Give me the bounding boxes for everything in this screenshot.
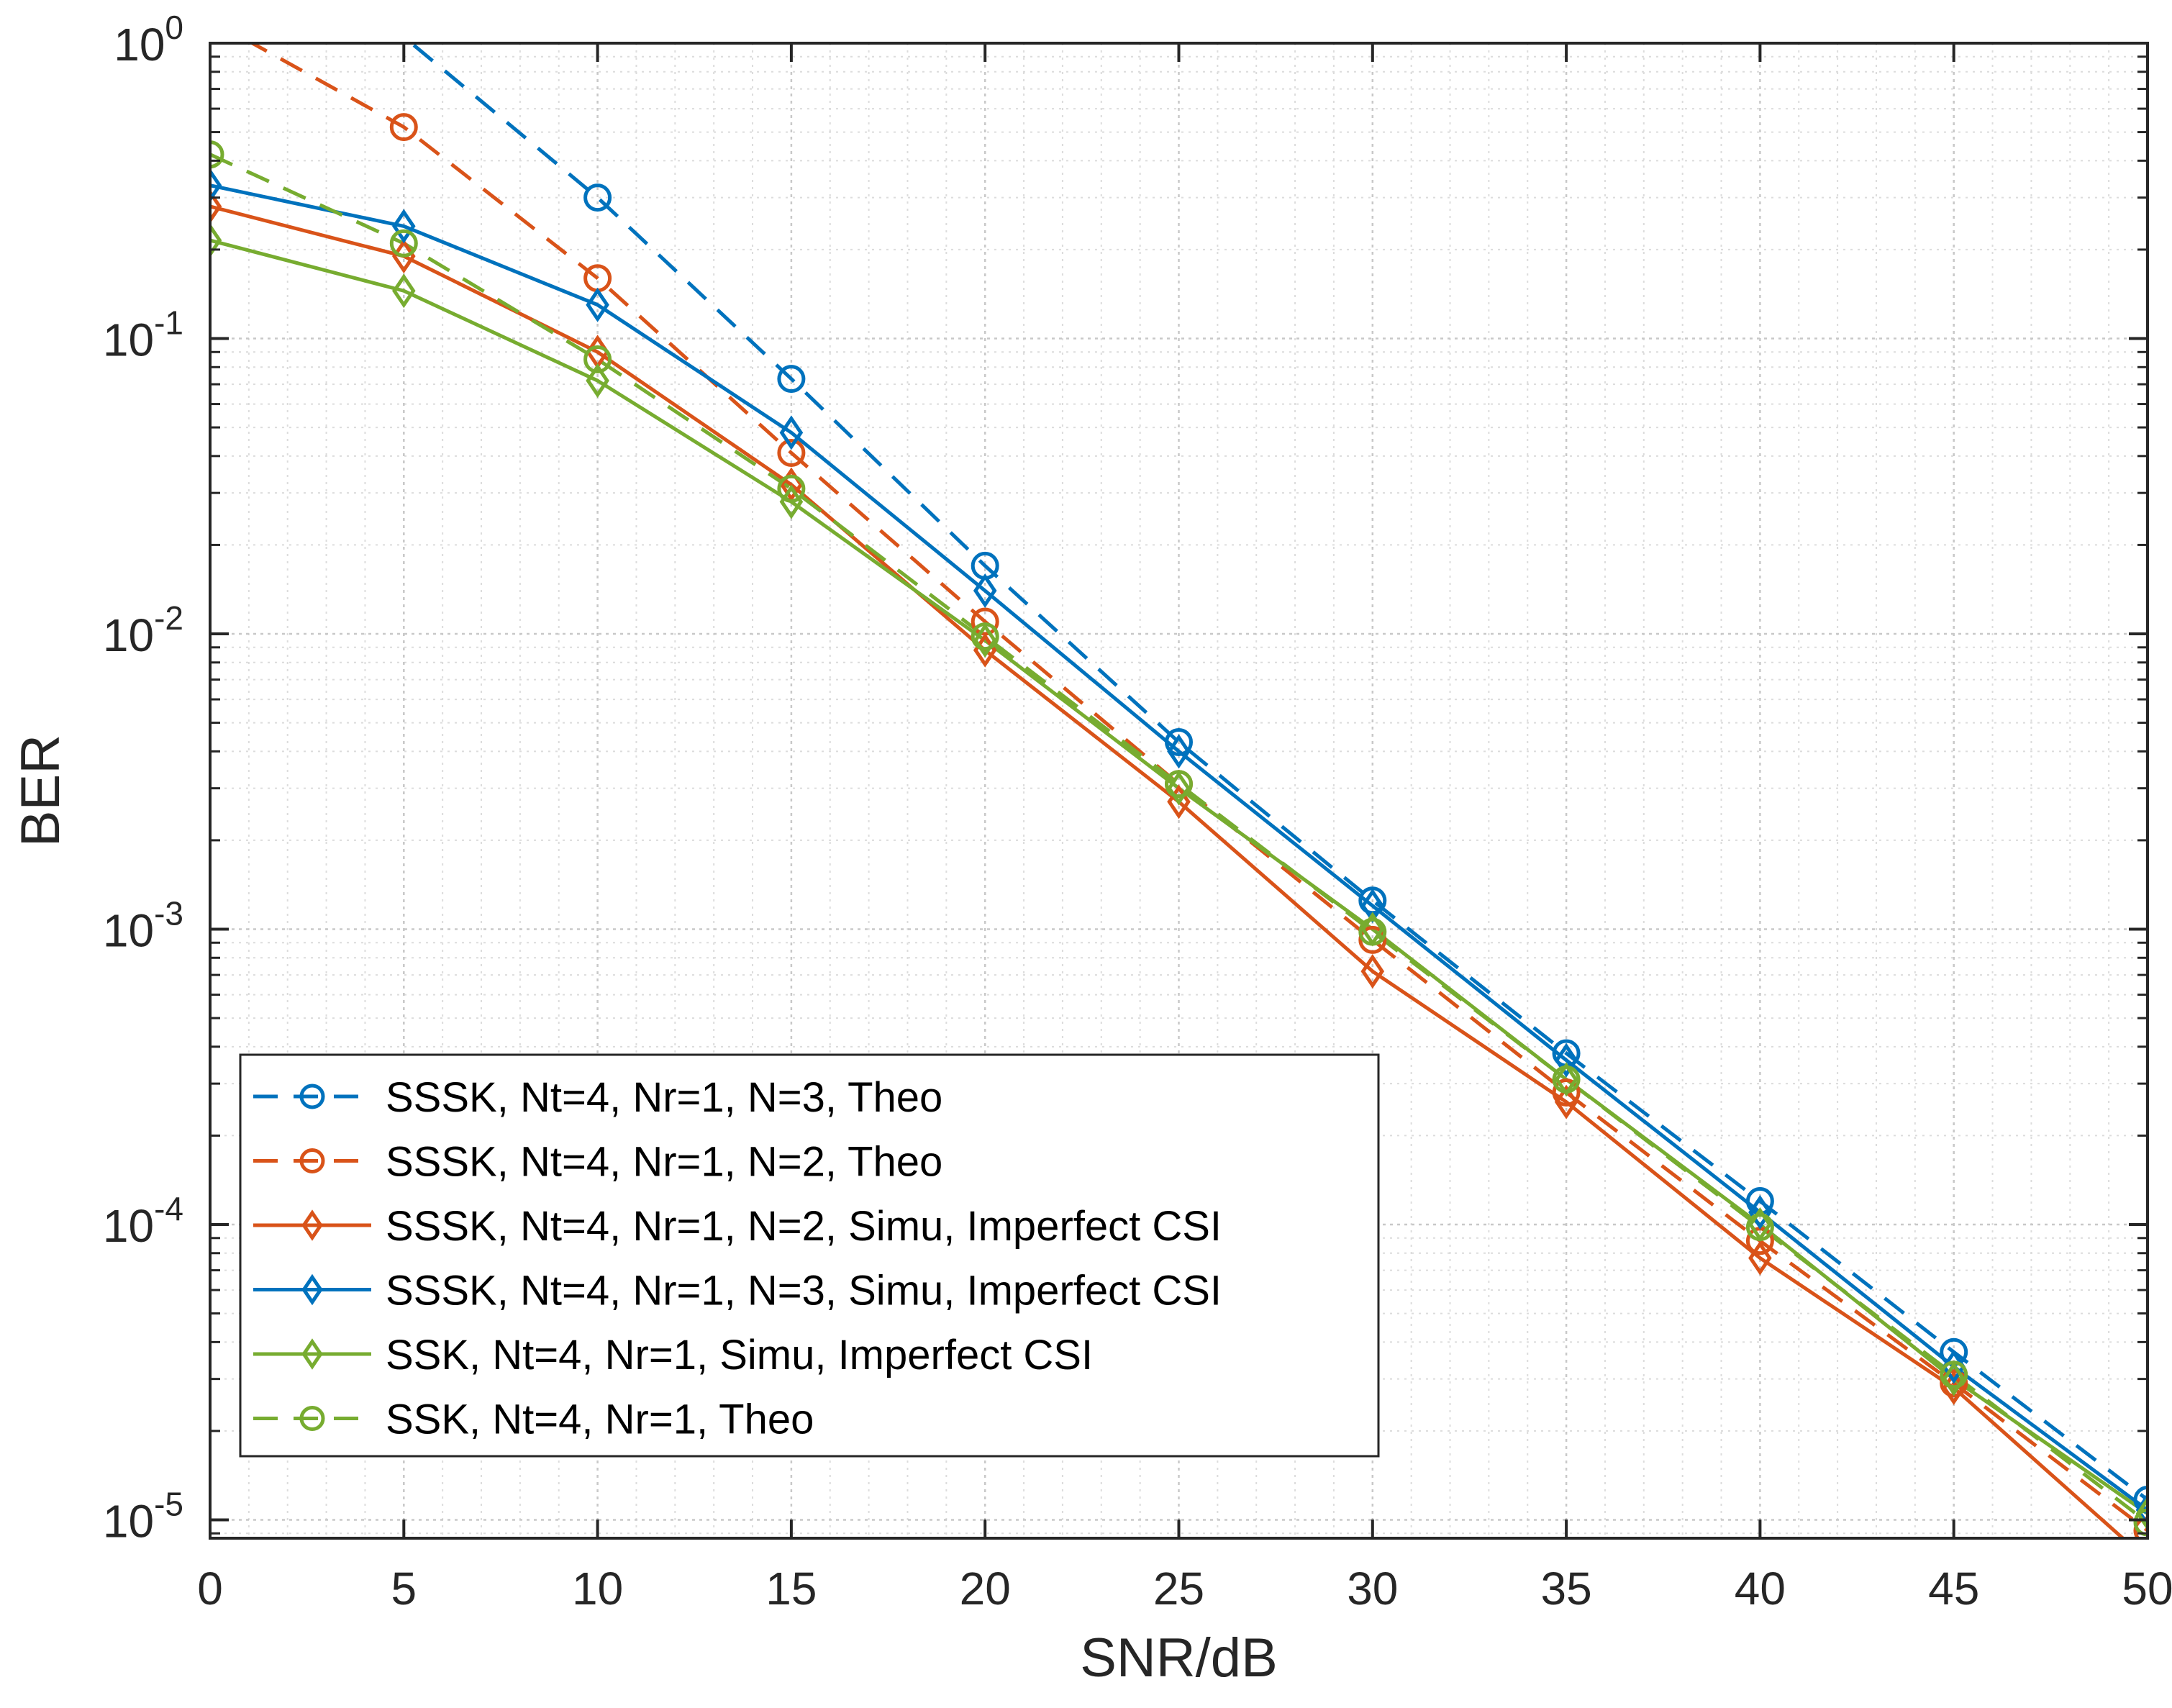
y-tick-label: 10-1	[103, 304, 183, 366]
legend-label-2: SSSK, Nt=4, Nr=1, N=2, Theo	[386, 1139, 942, 1186]
x-tick-label: 40	[1735, 1563, 1786, 1614]
y-tick-label: 10-4	[103, 1190, 183, 1252]
data-point-series-5	[586, 363, 609, 399]
data-point-series-3	[1554, 1084, 1578, 1119]
data-point-series-6	[971, 622, 999, 651]
legend-box	[239, 1053, 1380, 1458]
data-point-series-5	[210, 223, 222, 258]
legend-marker-3	[301, 1209, 323, 1241]
data-point-series-6	[210, 140, 224, 169]
legend-marker-5	[301, 1338, 323, 1370]
x-tick-label: 10	[572, 1563, 623, 1614]
data-point-series-5	[2135, 1496, 2148, 1531]
data-point-series-5	[1554, 1062, 1578, 1097]
data-point-series-6	[1552, 1065, 1581, 1094]
data-point-series-5	[1167, 771, 1191, 806]
data-point-series-3	[1167, 784, 1191, 819]
legend: SSSK, Nt=4, Nr=1, N=3, Theo SSSK, Nt=4, N…	[239, 1053, 1380, 1458]
data-point-series-3	[210, 188, 222, 224]
data-point-series-4	[210, 168, 222, 203]
data-point-series-4	[2135, 1492, 2148, 1527]
data-point-series-4	[1942, 1349, 1966, 1384]
legend-label-5: SSK, Nt=4, Nr=1, Simu, Imperfect CSI	[386, 1332, 1093, 1378]
y-axis-label: BER	[10, 735, 71, 847]
x-tick-label: 30	[1347, 1563, 1398, 1614]
data-point-series-6	[2133, 1508, 2148, 1537]
data-point-series-5	[1942, 1361, 1966, 1396]
data-point-series-1	[1165, 727, 1193, 756]
x-axis-label: SNR/dB	[1080, 1627, 1278, 1689]
data-point-series-5	[973, 623, 997, 658]
data-point-series-3	[1360, 954, 1385, 989]
series-line-1	[408, 43, 2148, 1502]
x-tick-label: 50	[2122, 1563, 2172, 1614]
series-line-6	[210, 153, 2148, 1525]
data-point-series-4	[1167, 734, 1191, 769]
data-point-series-6	[389, 229, 418, 258]
x-tick-label: 25	[1153, 1563, 1204, 1614]
data-point-series-4	[1748, 1195, 1772, 1230]
data-point-series-2	[1358, 925, 1387, 954]
data-point-series-6	[1358, 917, 1387, 946]
data-point-series-4	[392, 209, 416, 244]
axes: 0 5 10 15 20 25 30 35 40 45 50 100 10-1 10-2 10-3 10-4 1…	[103, 9, 2172, 1614]
y-tick-label: 10-5	[103, 1486, 183, 1548]
data-point-series-3	[1748, 1240, 1772, 1276]
data-point-series-6	[1940, 1361, 1968, 1389]
legend-label-3: SSSK, Nt=4, Nr=1, N=2, Simu, Imperfect C…	[386, 1203, 1222, 1250]
legend-marker-1	[299, 1084, 325, 1109]
y-tick-label: 10-3	[103, 895, 183, 957]
legend-marker-2	[299, 1148, 325, 1173]
x-tick-label: 35	[1541, 1563, 1592, 1614]
legend-label-4: SSSK, Nt=4, Nr=1, N=3, Simu, Imperfect C…	[386, 1268, 1222, 1314]
series-line-4	[210, 183, 2148, 1512]
series-markers	[210, 113, 2148, 1538]
x-tick-label: 5	[391, 1563, 417, 1614]
x-tick-label: 20	[960, 1563, 1011, 1614]
data-point-series-2	[2133, 1516, 2148, 1538]
data-point-series-1	[2133, 1486, 2148, 1514]
data-point-series-2	[1552, 1078, 1581, 1107]
legend-label-1: SSSK, Nt=4, Nr=1, N=3, Theo	[386, 1074, 942, 1121]
data-point-series-6	[1745, 1213, 1774, 1242]
data-point-series-2	[777, 438, 806, 467]
x-tick-label: 0	[197, 1563, 223, 1614]
data-point-series-1	[777, 365, 806, 394]
data-point-series-6	[583, 345, 612, 373]
x-tick-label: 15	[765, 1563, 817, 1614]
series-line-2	[248, 43, 2148, 1532]
data-point-series-6	[777, 474, 806, 503]
data-point-series-3	[392, 239, 416, 274]
data-point-series-1	[583, 183, 612, 212]
legend-marker-4	[301, 1273, 323, 1306]
y-tick-label: 100	[114, 9, 183, 71]
data-point-series-4	[586, 287, 609, 322]
data-point-series-2	[389, 113, 418, 142]
y-tick-label: 10-2	[103, 599, 183, 661]
data-point-series-6	[1165, 770, 1193, 799]
data-point-series-4	[779, 415, 804, 450]
data-point-series-4	[1554, 1042, 1578, 1078]
legend-marker-6	[299, 1406, 325, 1431]
x-tick-label: 45	[1928, 1563, 1979, 1614]
legend-label-6: SSK, Nt=4, Nr=1, Theo	[386, 1396, 814, 1443]
data-point-series-5	[392, 273, 416, 309]
data-point-series-4	[973, 573, 997, 609]
